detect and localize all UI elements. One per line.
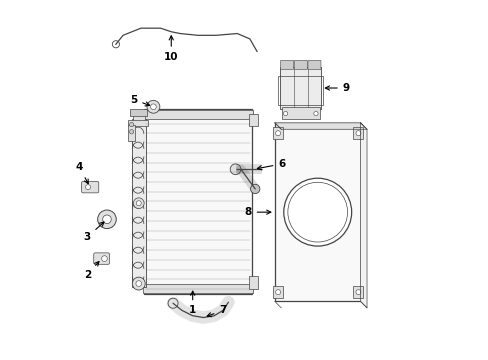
Circle shape bbox=[355, 131, 360, 136]
Circle shape bbox=[85, 185, 90, 190]
Text: 4: 4 bbox=[76, 162, 88, 184]
Circle shape bbox=[136, 201, 141, 206]
Polygon shape bbox=[360, 123, 366, 308]
Bar bbox=[353, 287, 363, 298]
Bar bbox=[130, 109, 147, 116]
Circle shape bbox=[283, 111, 287, 116]
Bar bbox=[144, 109, 251, 294]
Circle shape bbox=[313, 111, 317, 116]
Bar bbox=[280, 67, 321, 109]
Bar bbox=[132, 112, 144, 121]
Bar bbox=[353, 127, 363, 139]
Bar bbox=[142, 284, 253, 293]
Text: 10: 10 bbox=[163, 36, 178, 62]
Circle shape bbox=[102, 256, 107, 261]
Text: 3: 3 bbox=[83, 222, 104, 242]
Text: 5: 5 bbox=[130, 95, 149, 106]
Circle shape bbox=[275, 290, 280, 295]
FancyBboxPatch shape bbox=[81, 181, 99, 193]
Circle shape bbox=[250, 184, 259, 194]
Bar bbox=[278, 76, 323, 105]
Text: 8: 8 bbox=[244, 207, 270, 217]
Bar bbox=[272, 287, 283, 298]
Circle shape bbox=[129, 122, 134, 127]
FancyBboxPatch shape bbox=[307, 60, 320, 69]
Bar bbox=[248, 276, 257, 289]
Bar bbox=[282, 107, 319, 118]
Text: 1: 1 bbox=[189, 291, 196, 315]
Bar bbox=[274, 123, 360, 301]
Circle shape bbox=[283, 178, 351, 246]
Bar bbox=[248, 114, 257, 126]
Circle shape bbox=[168, 298, 178, 308]
Bar bbox=[128, 125, 135, 141]
Text: 2: 2 bbox=[83, 262, 99, 280]
Circle shape bbox=[275, 131, 280, 136]
FancyBboxPatch shape bbox=[280, 60, 293, 69]
Polygon shape bbox=[274, 123, 366, 129]
FancyBboxPatch shape bbox=[294, 60, 306, 69]
Circle shape bbox=[98, 210, 116, 229]
Circle shape bbox=[147, 100, 160, 113]
Text: 7: 7 bbox=[207, 305, 226, 317]
FancyBboxPatch shape bbox=[94, 253, 109, 264]
Circle shape bbox=[230, 164, 241, 175]
Text: 9: 9 bbox=[325, 83, 349, 93]
Bar bbox=[142, 111, 253, 119]
Circle shape bbox=[129, 130, 134, 134]
Bar bbox=[272, 127, 283, 139]
Bar bbox=[128, 120, 148, 126]
Text: 6: 6 bbox=[257, 159, 285, 170]
Circle shape bbox=[287, 182, 347, 242]
Circle shape bbox=[102, 215, 111, 224]
Circle shape bbox=[150, 104, 156, 110]
Bar bbox=[132, 119, 145, 287]
Circle shape bbox=[133, 198, 144, 208]
Circle shape bbox=[112, 41, 119, 48]
Circle shape bbox=[136, 281, 142, 287]
Circle shape bbox=[132, 277, 145, 290]
Circle shape bbox=[355, 290, 360, 295]
